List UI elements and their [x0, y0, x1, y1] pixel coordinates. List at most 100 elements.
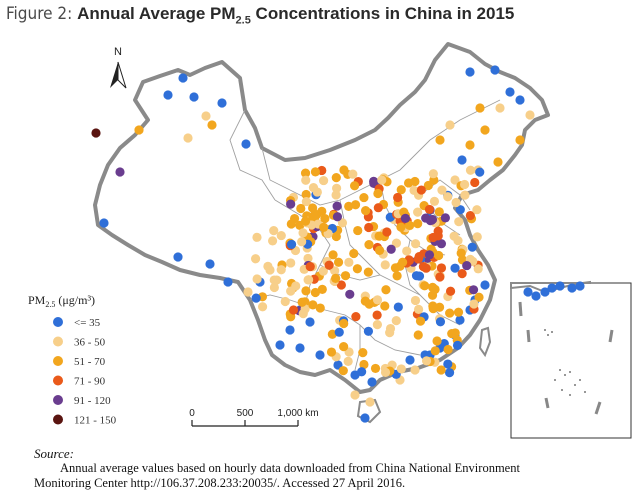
station-dot: [301, 189, 311, 200]
station-dot: [455, 205, 465, 215]
station-dot: [515, 95, 525, 105]
legend-swatch: [53, 356, 63, 366]
legend-swatch: [53, 414, 63, 425]
station-dot: [353, 225, 363, 236]
station-dot: [252, 232, 262, 242]
station-dot: [429, 196, 440, 206]
station-dot: [434, 250, 444, 261]
station-dot: [369, 176, 379, 186]
legend-swatch: [53, 317, 63, 327]
station-dot: [444, 368, 455, 378]
station-dot: [267, 236, 278, 246]
station-dot: [382, 227, 392, 237]
station-dot: [280, 296, 290, 307]
station-dot: [286, 258, 296, 268]
station-dot: [437, 185, 447, 195]
legend-title: PM2.5 (μg/m³): [28, 293, 95, 309]
station-dot: [178, 73, 188, 83]
station-dot: [320, 213, 330, 224]
station-dot: [308, 183, 319, 193]
station-dot: [319, 175, 329, 186]
station-dot: [480, 125, 490, 135]
station-dot: [364, 222, 374, 233]
station-dot: [540, 287, 550, 297]
station-dot: [205, 259, 215, 269]
station-dot: [331, 190, 341, 200]
station-dot: [443, 192, 453, 202]
station-dot: [343, 356, 353, 366]
station-dot: [449, 231, 459, 241]
station-dot: [301, 286, 311, 296]
station-dot: [348, 169, 358, 179]
station-dot: [443, 359, 453, 369]
station-dot: [413, 207, 423, 217]
station-dot: [360, 296, 370, 306]
station-dot: [505, 87, 515, 97]
station-dot: [427, 214, 438, 225]
station-dot: [421, 356, 432, 366]
station-dot: [357, 367, 367, 377]
station-dot: [396, 222, 406, 232]
station-dot: [336, 280, 346, 290]
station-dot: [443, 344, 453, 355]
station-dot: [547, 283, 557, 293]
station-dot: [420, 281, 430, 291]
station-dot: [470, 177, 480, 188]
station-dot: [445, 286, 456, 296]
station-dot: [424, 250, 435, 260]
station-dot: [396, 364, 406, 374]
station-dot: [436, 263, 447, 273]
station-dot: [374, 231, 384, 241]
station-dot: [391, 316, 401, 326]
legend-label: 51 - 70: [74, 356, 106, 368]
station-dot: [455, 315, 465, 325]
station-dot: [418, 262, 429, 272]
station-dot: [440, 213, 450, 223]
station-dot: [173, 252, 183, 262]
station-dot: [286, 199, 296, 209]
station-dot: [393, 302, 403, 312]
station-dot: [251, 293, 261, 303]
legend-swatch: [53, 395, 63, 405]
station-dot: [457, 269, 467, 279]
station-dot: [339, 165, 349, 175]
station-dot: [303, 253, 313, 264]
station-dot: [381, 285, 391, 295]
legend-label: 91 - 120: [74, 395, 111, 407]
station-dot: [430, 284, 440, 294]
station-dot: [374, 245, 385, 255]
station-dot: [334, 327, 344, 337]
station-dot: [345, 289, 355, 299]
station-dot: [435, 135, 445, 145]
north-label: N: [114, 46, 122, 58]
station-dot: [414, 304, 424, 315]
station-dot: [301, 196, 311, 207]
station-dot: [515, 135, 525, 145]
station-dot: [301, 175, 311, 185]
station-dot: [465, 210, 475, 221]
station-dot: [460, 179, 470, 190]
legend-swatch: [53, 336, 63, 347]
station-dot: [286, 239, 297, 249]
station-dot: [134, 125, 144, 135]
station-dot: [91, 128, 101, 138]
station-dot: [339, 318, 349, 329]
station-dot: [344, 257, 354, 267]
station-dot: [286, 286, 296, 296]
station-dot: [339, 342, 349, 352]
station-dot: [413, 218, 423, 229]
station-dot: [295, 343, 305, 353]
south-china-sea-inset: [510, 280, 632, 439]
station-dot: [493, 157, 503, 167]
station-dot: [453, 307, 464, 317]
station-dot: [297, 297, 307, 307]
figure-number: Figure 2:: [6, 4, 78, 24]
station-dot: [435, 317, 446, 327]
station-dot: [163, 90, 173, 100]
station-dot: [523, 287, 533, 297]
station-dot: [285, 325, 295, 335]
station-dot: [435, 272, 445, 282]
station-dot: [445, 308, 455, 318]
station-dot: [364, 240, 374, 250]
station-dot: [263, 261, 273, 271]
